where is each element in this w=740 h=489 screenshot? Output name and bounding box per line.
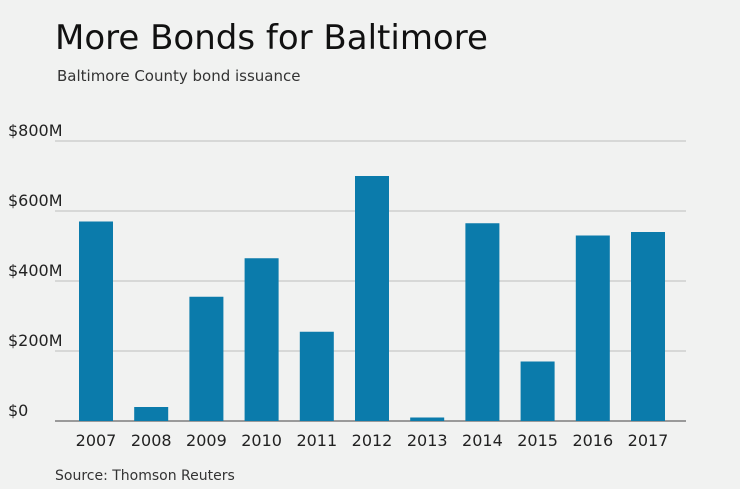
bar-2016 <box>575 235 610 421</box>
bar-2015 <box>520 361 555 421</box>
chart-subtitle: Baltimore County bond issuance <box>57 67 301 85</box>
x-tick-label: 2010 <box>241 431 282 450</box>
bar-2017 <box>631 232 665 421</box>
bar-2011 <box>299 331 334 421</box>
bar-2009 <box>189 296 224 421</box>
x-tick-label: 2013 <box>407 431 448 450</box>
x-tick-label: 2017 <box>628 431 669 450</box>
bar-2014 <box>465 223 500 421</box>
y-tick-label: $800M <box>8 121 63 140</box>
bar-2010 <box>244 258 279 421</box>
x-axis-ticks: 2007 2008 2009 2010 2011 2012 2013 2014 2015 2016… <box>76 431 669 450</box>
bar-2008 <box>134 407 169 421</box>
source-note: Source: Thomson Reuters <box>55 468 235 484</box>
chart-title: More Bonds for Baltimore <box>55 18 488 58</box>
y-tick-label: $400M <box>8 261 63 280</box>
y-axis-ticks: $0 $200M $400M $600M $800M <box>8 121 63 420</box>
y-tick-label: $200M <box>8 331 63 350</box>
x-tick-label: 2008 <box>131 431 172 450</box>
x-tick-label: 2012 <box>352 431 393 450</box>
y-tick-label: $600M <box>8 191 63 210</box>
bar-2007 <box>79 221 113 421</box>
x-tick-label: 2014 <box>462 431 503 450</box>
bar-2013 <box>410 417 445 421</box>
x-tick-label: 2015 <box>517 431 558 450</box>
x-tick-label: 2016 <box>572 431 613 450</box>
x-tick-label: 2009 <box>186 431 227 450</box>
y-tick-label: $0 <box>8 401 28 420</box>
x-tick-label: 2011 <box>296 431 337 450</box>
x-tick-label: 2007 <box>76 431 117 450</box>
bars <box>79 176 665 421</box>
bar-2012 <box>355 176 389 421</box>
